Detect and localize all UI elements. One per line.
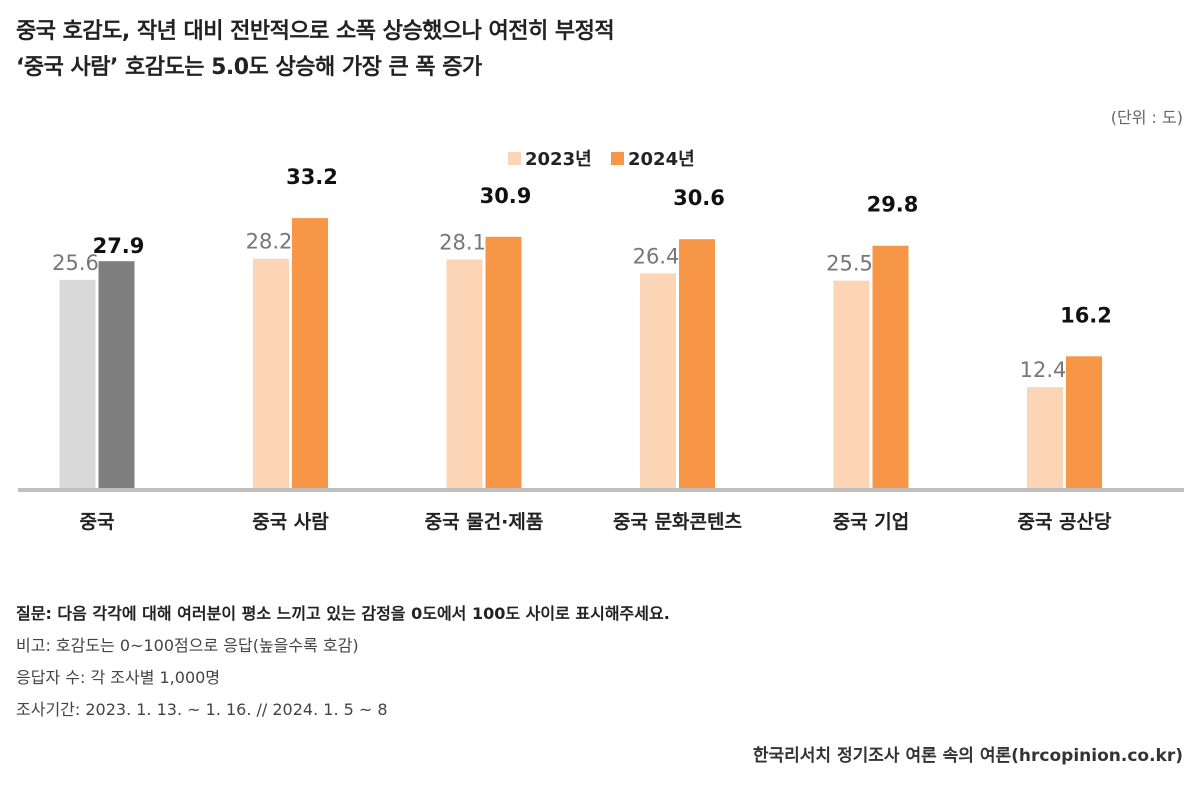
bar-2024-1 (292, 218, 328, 489)
x-axis-baseline (18, 488, 1184, 492)
legend-label-2024: 2024년 (628, 149, 695, 170)
bar-2024-4 (872, 245, 909, 488)
title-line-1: 중국 호감도, 작년 대비 전반적으로 소폭 상승했으나 여전히 부정적 (16, 19, 615, 44)
value-label-2024-2: 30.9 (480, 184, 532, 208)
value-label-2024-3: 30.6 (673, 186, 725, 210)
value-label-2024-0: 27.9 (93, 234, 145, 258)
bar-2024-0 (98, 261, 135, 488)
bar-2024-3 (679, 239, 715, 488)
bar-2024-2 (485, 236, 522, 488)
category-label-4: 중국 기업 (833, 511, 910, 533)
legend-label-2023: 2023년 (525, 149, 592, 170)
bar-2023-0 (59, 279, 96, 488)
category-label-0: 중국 (80, 511, 115, 533)
chart-title: 중국 호감도, 작년 대비 전반적으로 소폭 상승했으나 여전히 부정적 ‘중국… (16, 14, 615, 86)
bar-2024-5 (1066, 356, 1102, 488)
category-label-1: 중국 사람 (252, 511, 329, 533)
value-label-2023-5: 12.4 (1020, 358, 1067, 382)
note-respondents: 응답자 수: 각 조사별 1,000명 (16, 668, 221, 687)
value-label-2023-1: 28.2 (246, 230, 293, 254)
bar-2023-5 (1027, 387, 1063, 488)
category-label-5: 중국 공산당 (1017, 511, 1112, 533)
category-label-2: 중국 물건·제품 (425, 511, 544, 533)
bar-2023-3 (640, 273, 676, 488)
value-label-2023-4: 25.5 (826, 252, 873, 276)
value-label-2023-2: 28.1 (439, 231, 486, 255)
bar-2023-1 (253, 258, 289, 488)
category-label-3: 중국 문화콘텐츠 (613, 511, 742, 533)
note-question: 질문: 다음 각각에 대해 여러분이 평소 느끼고 있는 감정을 0도에서 10… (16, 604, 670, 623)
value-label-2023-0: 25.6 (52, 251, 99, 275)
legend-swatch-2024 (611, 152, 624, 165)
bar-2023-2 (446, 259, 483, 488)
value-label-2023-3: 26.4 (633, 244, 680, 268)
notes: 질문: 다음 각각에 대해 여러분이 평소 느끼고 있는 감정을 0도에서 10… (16, 598, 670, 726)
value-label-2024-5: 16.2 (1060, 303, 1112, 327)
bar-chart: 2023년 2024년 25.627.9 중국 28.2 33.2 중국 사람 28.1 30.… (18, 149, 1184, 533)
value-label-2024-1: 33.2 (286, 165, 338, 189)
legend-swatch-2023 (508, 152, 521, 165)
value-label-2024-4: 29.8 (867, 193, 919, 217)
unit-label: (단위 : 도) (1110, 108, 1183, 127)
bar-2023-4 (833, 280, 870, 488)
note-period: 조사기간: 2023. 1. 13. ~ 1. 16. // 2024. 1. … (16, 700, 388, 719)
title-line-2: ‘중국 사람’ 호감도는 5.0도 상승해 가장 큰 폭 증가 (16, 55, 482, 80)
source-credit: 한국리서치 정기조사 여론 속의 여론(hrcopinion.co.kr) (752, 746, 1183, 766)
note-remark: 비고: 호감도는 0~100점으로 응답(높을수록 호감) (16, 636, 359, 655)
